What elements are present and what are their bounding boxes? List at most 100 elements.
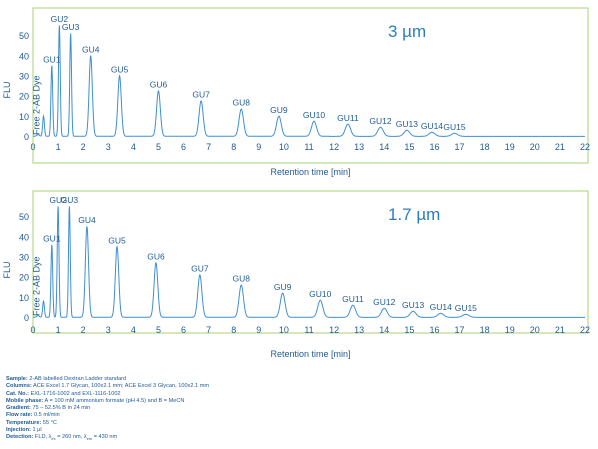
x-tick-label: 19 xyxy=(505,325,515,335)
x-tick-label: 11 xyxy=(304,325,313,335)
sample-label: Sample: xyxy=(6,376,28,382)
peak-label-gu15: GU15 xyxy=(443,122,465,132)
peak-label-free-dye: Free 2-AB Dye xyxy=(32,75,42,135)
y-tick-label: 0 xyxy=(24,132,29,142)
detection-value-b: = 260 nm, λ xyxy=(55,434,87,441)
chromatogram-trace xyxy=(33,206,585,318)
x-tick-label: 9 xyxy=(256,325,261,335)
columns-label: Columns: xyxy=(6,383,32,390)
x-tick-label: 9 xyxy=(256,142,261,152)
chromatogram-trace xyxy=(33,25,585,137)
mobile-phase-value: A = 100 mM ammonium formate (pH 4.5) and… xyxy=(44,397,185,404)
peak-label-gu4: GU4 xyxy=(82,44,100,54)
flow-rate-label: Flow rate: xyxy=(6,412,33,419)
x-tick-label: 3 xyxy=(106,325,111,335)
sample-row: Sample: 2-AB labelled Dextran Ladder sta… xyxy=(6,376,209,383)
peak-label-free-dye: Free 2-AB Dye xyxy=(32,256,42,316)
plot-frame xyxy=(32,190,589,334)
x-tick-label: 22 xyxy=(580,325,590,335)
peak-label-gu12: GU12 xyxy=(369,116,391,126)
peak-label-gu8: GU8 xyxy=(233,274,251,284)
peak-label-gu7: GU7 xyxy=(192,90,210,100)
peak-label-gu10: GU10 xyxy=(309,289,331,299)
peak-label-gu1: GU1 xyxy=(43,54,61,64)
detection-row: Detection: FLD, λex = 260 nm, λem = 430 … xyxy=(6,434,209,442)
x-tick-label: 15 xyxy=(404,142,414,152)
y-tick-label: 30 xyxy=(19,252,29,262)
x-tick-label: 14 xyxy=(379,325,389,335)
peak-label-gu9: GU9 xyxy=(270,105,288,115)
detection-value-a: FLD, λ xyxy=(34,434,52,441)
peak-label-gu6: GU6 xyxy=(147,252,165,262)
flow-rate-value: 0.5 ml/min xyxy=(33,412,60,419)
x-tick-label: 18 xyxy=(480,325,490,335)
x-tick-label: 16 xyxy=(429,142,439,152)
x-tick-label: 0 xyxy=(30,142,35,152)
peak-label-gu2: GU2 xyxy=(49,195,67,205)
x-axis-label: Retention time [min] xyxy=(270,349,350,359)
x-tick-label: 12 xyxy=(329,325,339,335)
temperature-row: Temperature: 55 °C xyxy=(6,420,209,427)
peak-label-gu13: GU13 xyxy=(402,300,424,310)
x-tick-label: 2 xyxy=(81,142,86,152)
x-tick-label: 3 xyxy=(106,142,111,152)
y-tick-label: 30 xyxy=(19,71,29,81)
peak-label-gu9: GU9 xyxy=(274,282,292,292)
x-tick-label: 20 xyxy=(530,142,540,152)
gradient-label: Gradient: xyxy=(6,405,31,412)
peak-label-gu6: GU6 xyxy=(150,80,168,90)
y-tick-label: 10 xyxy=(19,293,29,303)
y-tick-label: 50 xyxy=(19,212,29,222)
x-tick-label: 20 xyxy=(530,325,540,335)
detection-value-c: = 430 nm xyxy=(92,434,118,441)
x-tick-label: 6 xyxy=(181,142,186,152)
x-tick-label: 4 xyxy=(131,142,136,152)
cat-row: Cat. No.: EXL-1716-1002 and EXL-1116-100… xyxy=(6,391,209,398)
emission-subscript: em xyxy=(86,436,93,442)
x-tick-label: 21 xyxy=(555,325,565,335)
x-tick-label: 15 xyxy=(404,325,414,335)
peak-label-gu12: GU12 xyxy=(373,297,395,307)
y-tick-label: 20 xyxy=(19,92,29,102)
x-tick-label: 10 xyxy=(279,325,289,335)
peak-label-gu10: GU10 xyxy=(303,110,325,120)
particle-size-label: 3 µm xyxy=(388,22,426,41)
peak-label-gu7: GU7 xyxy=(191,264,209,274)
x-tick-label: 4 xyxy=(131,325,136,335)
injection-row: Injection: 1 µl xyxy=(6,427,209,434)
x-tick-label: 21 xyxy=(555,142,565,152)
columns-row: Columns: ACE Excel 1.7 Glycan, 100x2.1 m… xyxy=(6,383,209,390)
conditions-block: Sample: 2-AB labelled Dextran Ladder sta… xyxy=(6,376,209,443)
x-tick-label: 5 xyxy=(156,325,161,335)
x-tick-label: 1 xyxy=(56,142,61,152)
particle-size-label: 1.7 µm xyxy=(388,205,440,224)
y-tick-label: 0 xyxy=(24,313,29,323)
x-tick-label: 13 xyxy=(354,325,364,335)
x-tick-label: 11 xyxy=(304,142,313,152)
x-tick-label: 17 xyxy=(455,142,465,152)
x-axis-label: Retention time [min] xyxy=(270,167,350,177)
peak-label-gu8: GU8 xyxy=(233,98,251,108)
x-tick-label: 14 xyxy=(379,142,389,152)
injection-label: Injection: xyxy=(6,427,31,434)
mobile-phase-row: Mobile phase: A = 100 mM ammonium format… xyxy=(6,398,209,405)
x-tick-label: 0 xyxy=(30,325,35,335)
x-tick-label: 18 xyxy=(480,142,490,152)
y-tick-label: 20 xyxy=(19,273,29,283)
x-tick-label: 8 xyxy=(231,325,236,335)
x-tick-label: 8 xyxy=(231,142,236,152)
peak-label-gu5: GU5 xyxy=(111,64,129,74)
x-tick-label: 22 xyxy=(580,142,590,152)
x-tick-label: 6 xyxy=(181,325,186,335)
peak-label-gu11: GU11 xyxy=(337,113,359,123)
peak-label-gu2: GU2 xyxy=(51,14,69,24)
flow-rate-row: Flow rate: 0.5 ml/min xyxy=(6,412,209,419)
cat-value: EXL-1716-1002 and EXL-1116-1002 xyxy=(30,390,121,397)
peak-label-gu1: GU1 xyxy=(43,233,61,243)
peak-label-gu5: GU5 xyxy=(108,235,126,245)
x-tick-label: 10 xyxy=(279,142,289,152)
y-tick-label: 40 xyxy=(19,232,29,242)
detection-label: Detection: xyxy=(6,434,34,441)
